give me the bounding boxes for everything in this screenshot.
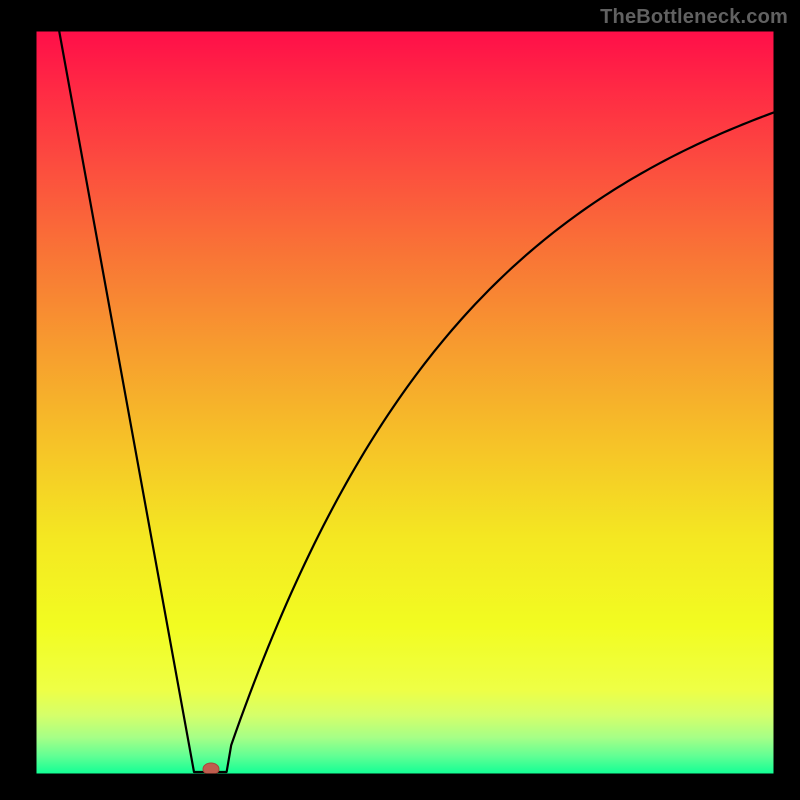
- chart-plot-background: [35, 30, 775, 775]
- watermark-text: TheBottleneck.com: [600, 6, 788, 29]
- optimal-point-marker: [203, 763, 219, 775]
